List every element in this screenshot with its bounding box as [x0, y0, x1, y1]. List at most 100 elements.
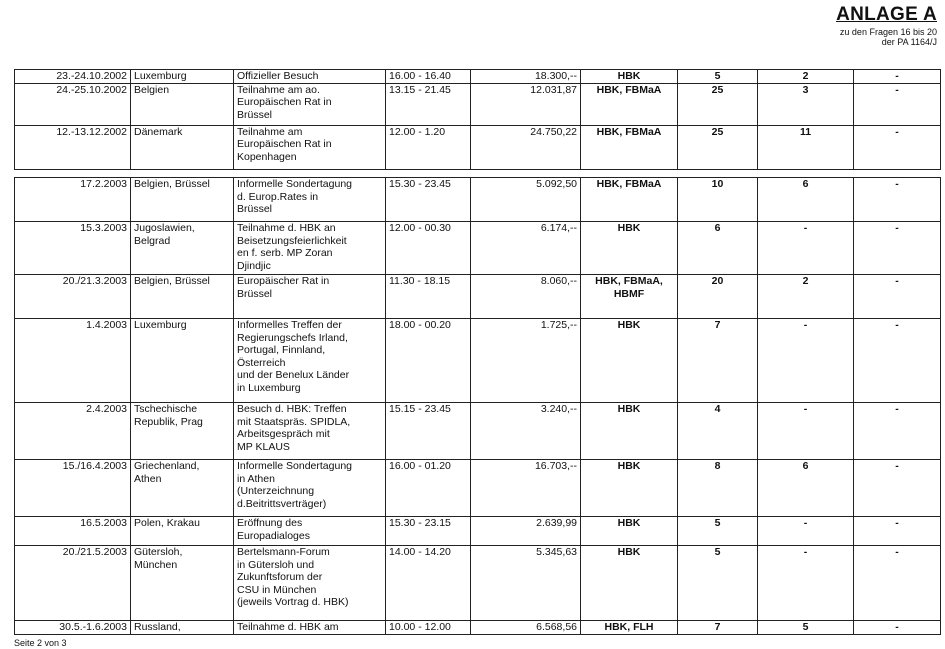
- journalist-count-cell: 6: [757, 177, 854, 222]
- date-cell: 15.3.2003: [14, 221, 131, 275]
- cost-cell: 5.092,50: [470, 177, 581, 222]
- participants-cell: HBK: [580, 318, 678, 403]
- time-cell: 12.00 - 1.20: [385, 124, 471, 170]
- journalist-count-cell: -: [757, 516, 854, 546]
- journalist-count-cell: -: [757, 545, 854, 621]
- table-row: 20./21.5.2003 Gütersloh, München Bertelsma…: [14, 545, 941, 621]
- destination-cell: Russland,: [130, 620, 234, 635]
- time-cell: 13.15 - 21.45: [385, 82, 471, 126]
- participants-cell: HBK: [580, 545, 678, 621]
- destination-cell: Belgien, Brüssel: [130, 177, 234, 222]
- other-count-cell: -: [853, 221, 941, 275]
- delegation-count-cell: 25: [677, 82, 758, 126]
- journalist-count-cell: 5: [757, 620, 854, 635]
- time-cell: 14.00 - 14.20: [385, 545, 471, 621]
- participants-cell: HBK: [580, 402, 678, 460]
- other-count-cell: -: [853, 402, 941, 460]
- cost-cell: 24.750,22: [470, 124, 581, 170]
- delegation-count-cell: 8: [677, 459, 758, 517]
- document-title: ANLAGE A: [836, 4, 937, 25]
- date-cell: 17.2.2003: [14, 177, 131, 222]
- date-cell: 20./21.5.2003: [14, 545, 131, 621]
- date-cell: 24.-25.10.2002: [14, 82, 131, 126]
- delegation-count-cell: 4: [677, 402, 758, 460]
- time-cell: 15.15 - 23.45: [385, 402, 471, 460]
- cost-cell: 6.174,--: [470, 221, 581, 275]
- journalist-count-cell: 3: [757, 82, 854, 126]
- purpose-cell: Offizieller Besuch: [233, 69, 386, 84]
- journalist-count-cell: 11: [757, 124, 854, 170]
- delegation-count-cell: 6: [677, 221, 758, 275]
- destination-cell: Luxemburg: [130, 318, 234, 403]
- purpose-cell: Eröffnung des Europadialoges: [233, 516, 386, 546]
- other-count-cell: -: [853, 124, 941, 170]
- date-cell: 23.-24.10.2002: [14, 69, 131, 84]
- delegation-count-cell: 5: [677, 69, 758, 84]
- destination-cell: Belgien, Brüssel: [130, 274, 234, 319]
- date-cell: 12.-13.12.2002: [14, 124, 131, 170]
- subtitle-line-2: der PA 1164/J: [881, 37, 937, 47]
- date-cell: 16.5.2003: [14, 516, 131, 546]
- destination-cell: Dänemark: [130, 124, 234, 170]
- cost-cell: 18.300,--: [470, 69, 581, 84]
- time-cell: 10.00 - 12.00: [385, 620, 471, 635]
- table-row: 2.4.2003 Tschechische Republik, Prag Besuc…: [14, 402, 941, 460]
- destination-cell: Griechenland, Athen: [130, 459, 234, 517]
- other-count-cell: -: [853, 459, 941, 517]
- trips-table-2003: 17.2.2003 Belgien, Brüssel Informelle Sond…: [14, 177, 941, 635]
- destination-cell: Gütersloh, München: [130, 545, 234, 621]
- time-cell: 11.30 - 18.15: [385, 274, 471, 319]
- other-count-cell: -: [853, 545, 941, 621]
- delegation-count-cell: 10: [677, 177, 758, 222]
- other-count-cell: -: [853, 274, 941, 319]
- purpose-cell: Informelle Sondertagung d. Europ.Rates i…: [233, 177, 386, 222]
- delegation-count-cell: 7: [677, 620, 758, 635]
- time-cell: 18.00 - 00.20: [385, 318, 471, 403]
- destination-cell: Polen, Krakau: [130, 516, 234, 546]
- other-count-cell: -: [853, 69, 941, 84]
- purpose-cell: Informelle Sondertagung in Athen (Unterz…: [233, 459, 386, 517]
- date-cell: 30.5.-1.6.2003: [14, 620, 131, 635]
- table-row: 12.-13.12.2002 Dänemark Teilnahme am Europ…: [14, 124, 941, 170]
- time-cell: 16.00 - 01.20: [385, 459, 471, 517]
- purpose-cell: Bertelsmann-Forum in Gütersloh und Zukun…: [233, 545, 386, 621]
- subtitle-line-1: zu den Fragen 16 bis 20: [839, 27, 937, 37]
- cost-cell: 3.240,--: [470, 402, 581, 460]
- cost-cell: 5.345,63: [470, 545, 581, 621]
- other-count-cell: -: [853, 516, 941, 546]
- cost-cell: 12.031,87: [470, 82, 581, 126]
- other-count-cell: -: [853, 177, 941, 222]
- cost-cell: 6.568,56: [470, 620, 581, 635]
- cost-cell: 1.725,--: [470, 318, 581, 403]
- purpose-cell: Teilnahme d. HBK am: [233, 620, 386, 635]
- page-number: Seite 2 von 3: [14, 638, 67, 648]
- journalist-count-cell: -: [757, 318, 854, 403]
- time-cell: 15.30 - 23.15: [385, 516, 471, 546]
- delegation-count-cell: 20: [677, 274, 758, 319]
- purpose-cell: Europäischer Rat in Brüssel: [233, 274, 386, 319]
- participants-cell: HBK, FBMaA: [580, 82, 678, 126]
- table-row: 30.5.-1.6.2003 Russland, Teilnahme d. HBK …: [14, 620, 941, 635]
- purpose-cell: Teilnahme am Europäischen Rat in Kopenha…: [233, 124, 386, 170]
- purpose-cell: Teilnahme am ao. Europäischen Rat in Brü…: [233, 82, 386, 126]
- participants-cell: HBK, FBMaA, HBMF: [580, 274, 678, 319]
- purpose-cell: Teilnahme d. HBK an Beisetzungsfeierlich…: [233, 221, 386, 275]
- trips-table-2002: 23.-24.10.2002 Luxemburg Offizieller Besuc…: [14, 69, 941, 170]
- delegation-count-cell: 7: [677, 318, 758, 403]
- cost-cell: 8.060,--: [470, 274, 581, 319]
- date-cell: 20./21.3.2003: [14, 274, 131, 319]
- participants-cell: HBK: [580, 516, 678, 546]
- purpose-cell: Informelles Treffen der Regierungschefs …: [233, 318, 386, 403]
- journalist-count-cell: -: [757, 221, 854, 275]
- participants-cell: HBK: [580, 221, 678, 275]
- journalist-count-cell: 6: [757, 459, 854, 517]
- table-row: 23.-24.10.2002 Luxemburg Offizieller Besuc…: [14, 69, 941, 84]
- participants-cell: HBK, FBMaA: [580, 124, 678, 170]
- date-cell: 2.4.2003: [14, 402, 131, 460]
- destination-cell: Jugoslawien, Belgrad: [130, 221, 234, 275]
- participants-cell: HBK, FBMaA: [580, 177, 678, 222]
- participants-cell: HBK: [580, 69, 678, 84]
- participants-cell: HBK, FLH: [580, 620, 678, 635]
- date-cell: 1.4.2003: [14, 318, 131, 403]
- journalist-count-cell: 2: [757, 274, 854, 319]
